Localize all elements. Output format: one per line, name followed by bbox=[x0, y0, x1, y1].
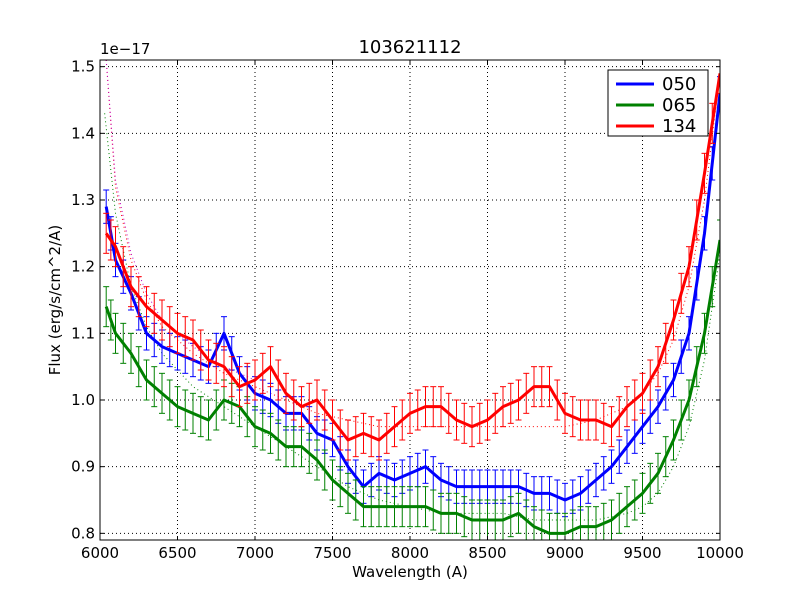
x-tick-label-5: 8500 bbox=[468, 544, 506, 562]
y-tick-label-0: 0.8 bbox=[71, 524, 95, 542]
y-tick-label-2: 1.0 bbox=[71, 391, 95, 409]
series-065 bbox=[103, 219, 720, 540]
x-tick-label-2: 7000 bbox=[236, 544, 274, 562]
legend-label-065: 065 bbox=[662, 95, 696, 116]
data-series bbox=[103, 60, 720, 540]
y-tick-label-7: 1.5 bbox=[71, 58, 95, 76]
series-line-134 bbox=[104, 73, 720, 442]
x-tick-label-6: 9000 bbox=[546, 544, 584, 562]
axis-ticks: 6000 6500 7000 7500 8000 8500 9000 9500 10000 0.8… bbox=[71, 58, 744, 562]
x-tick-label-7: 9500 bbox=[623, 544, 661, 562]
x-tick-label-8: 10000 bbox=[696, 544, 744, 562]
x-tick-label-0: 6000 bbox=[81, 544, 119, 562]
y-tick-label-4: 1.2 bbox=[71, 258, 95, 276]
y-offset-label: 1e−17 bbox=[100, 40, 150, 58]
legend-label-050: 050 bbox=[662, 74, 696, 95]
x-axis-title: Wavelength (A) bbox=[352, 563, 468, 581]
chart-title: 103621112 bbox=[358, 37, 461, 58]
y-tick-label-3: 1.1 bbox=[71, 324, 95, 342]
series-line-065 bbox=[104, 239, 720, 535]
y-tick-label-6: 1.4 bbox=[71, 124, 95, 142]
series-line-050 bbox=[104, 93, 720, 502]
legend-label-134: 134 bbox=[662, 116, 696, 137]
x-tick-label-3: 7500 bbox=[313, 544, 351, 562]
y-tick-label-1: 0.9 bbox=[71, 458, 95, 476]
y-axis-title: Flux (erg/s/cm^2/A) bbox=[46, 225, 64, 376]
y-tick-label-5: 1.3 bbox=[71, 191, 95, 209]
series-134 bbox=[103, 60, 720, 461]
x-tick-label-1: 6500 bbox=[158, 544, 196, 562]
x-tick-label-4: 8000 bbox=[391, 544, 429, 562]
